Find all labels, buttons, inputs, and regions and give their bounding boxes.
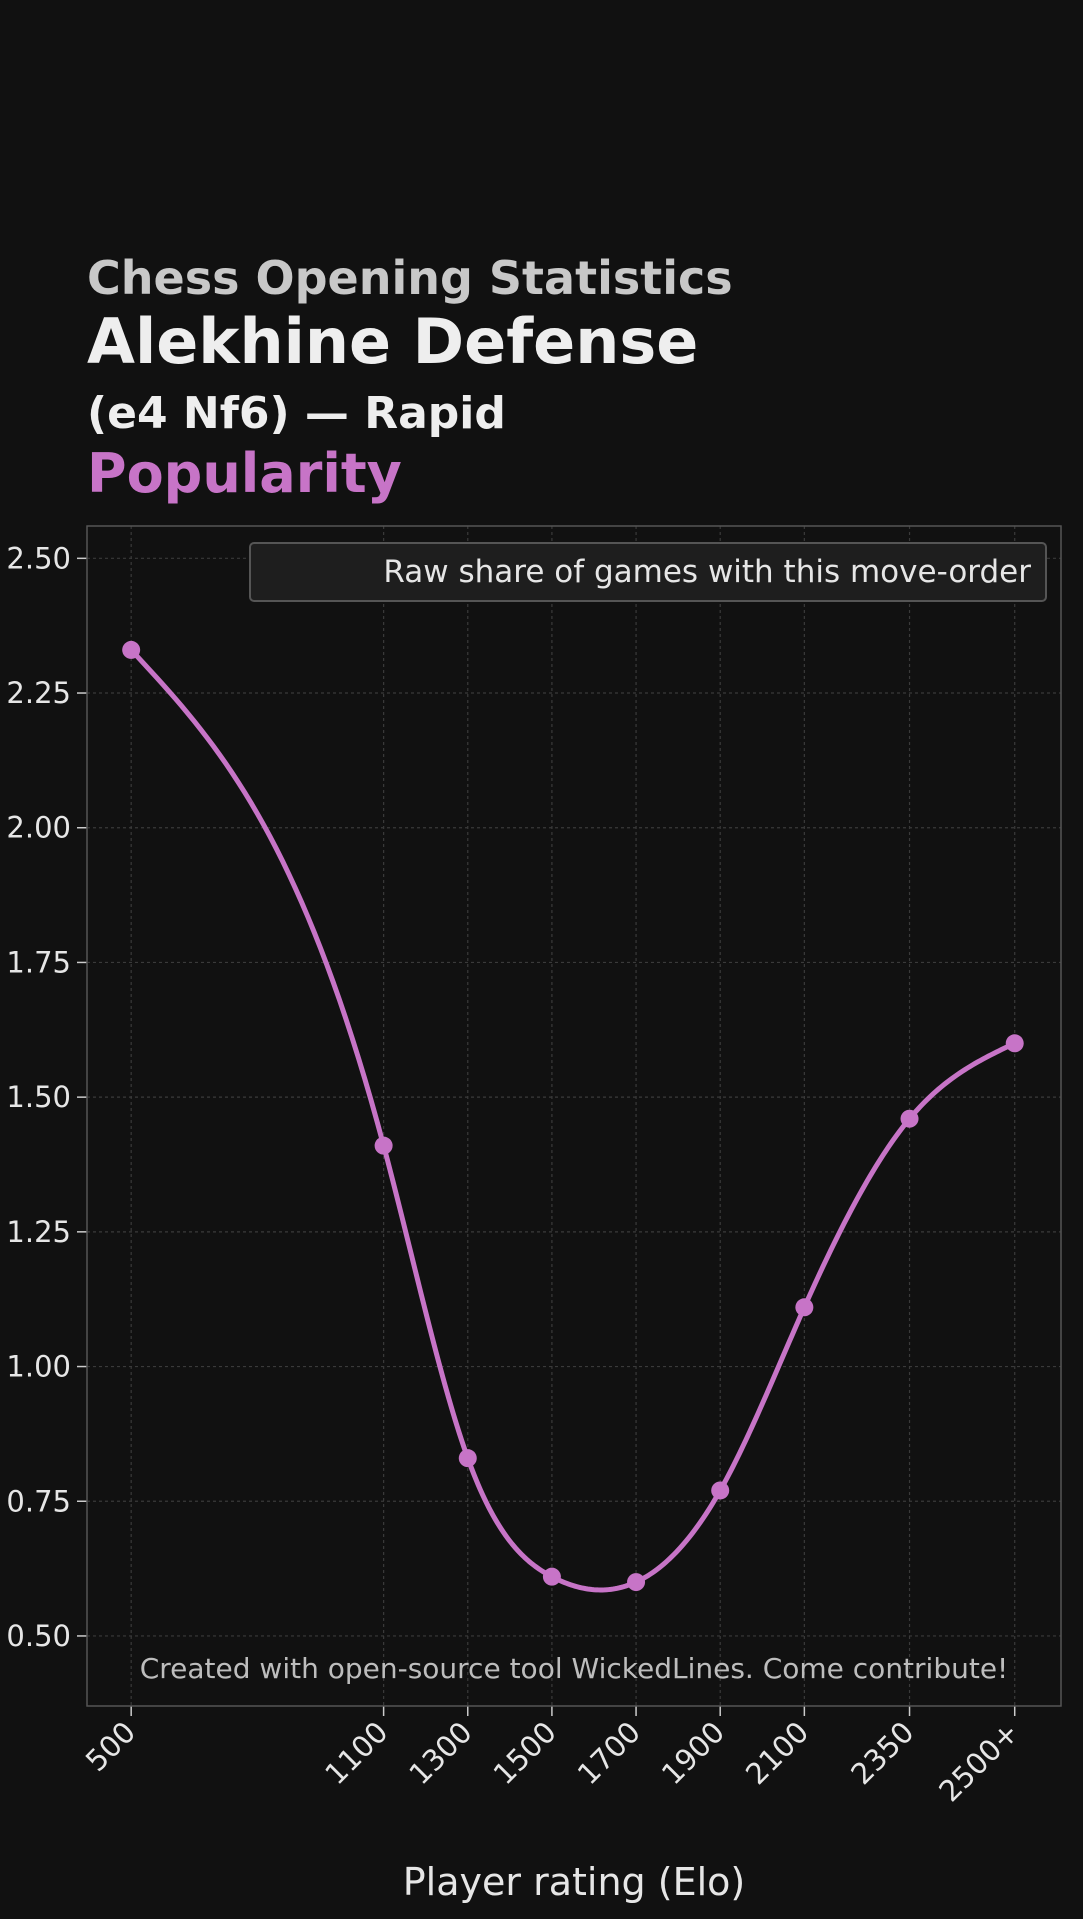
data-point: [542, 1567, 561, 1586]
x-tick-label: 1500: [487, 1715, 563, 1791]
x-axis-label: Player rating (Elo): [403, 1860, 745, 1904]
y-tick-label: 0.75: [6, 1484, 71, 1518]
y-tick-label: 1.75: [6, 945, 71, 979]
y-tick-label: 0.50: [6, 1619, 71, 1653]
x-tick-label: 2100: [739, 1715, 815, 1791]
y-tick-label: 1.25: [6, 1215, 71, 1249]
x-tick-label: 2350: [844, 1715, 920, 1791]
legend: Raw share of games with this move-order: [249, 542, 1047, 602]
plot-frame: [86, 525, 1062, 1707]
data-point: [374, 1136, 393, 1155]
series-line: [128, 647, 1018, 1593]
data-point: [900, 1109, 919, 1128]
chart-header: Chess Opening Statistics Alekhine Defens…: [87, 248, 733, 504]
y-tick-label: 1.50: [6, 1080, 71, 1114]
watermark-text: Created with open-source tool WickedLine…: [140, 1652, 1009, 1685]
chart-title: Alekhine Defense: [87, 305, 699, 378]
x-tick-label: 1700: [571, 1715, 647, 1791]
legend-entry: Raw share of games with this move-order: [383, 554, 1031, 590]
y-tick-label: 2.00: [6, 811, 71, 845]
legend-box: [249, 542, 1047, 602]
chart-subtitle: (e4 Nf6) — Rapid: [87, 388, 506, 439]
x-tick-label: 1100: [318, 1715, 394, 1791]
x-tick-label: 500: [79, 1715, 142, 1778]
data-point: [627, 1573, 646, 1592]
y-tick-label: 2.25: [6, 676, 71, 710]
chart-supertitle: Chess Opening Statistics: [87, 251, 733, 305]
data-points: [122, 640, 1024, 1592]
x-tick-label: 2500+: [932, 1715, 1025, 1808]
data-point: [1005, 1034, 1024, 1053]
data-point: [122, 640, 141, 659]
grid-lines: [87, 526, 1061, 1706]
y-tick-label: 1.00: [6, 1350, 71, 1384]
data-point: [711, 1481, 730, 1500]
y-tick-label: 2.50: [6, 541, 71, 575]
chart-metric-title: Popularity: [87, 442, 402, 505]
x-tick-label: 1300: [402, 1715, 478, 1791]
x-axis-ticks: 500 1100 1300 1500 1700 1900 2100 2350 2500+: [79, 1706, 1026, 1808]
data-point: [458, 1449, 477, 1468]
data-point: [795, 1298, 814, 1317]
x-tick-label: 1900: [655, 1715, 731, 1791]
y-axis-ticks: 0.50 0.75 1.00 1.25 1.50 1.75 2.00 2.25 2.50: [6, 541, 87, 1653]
